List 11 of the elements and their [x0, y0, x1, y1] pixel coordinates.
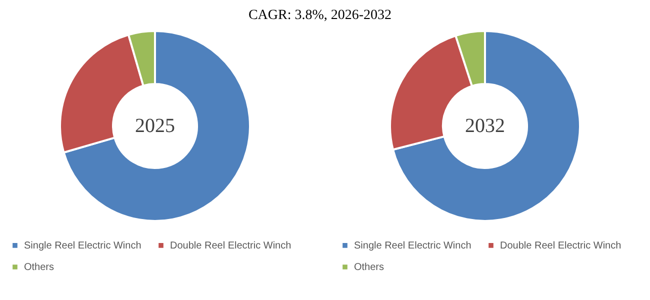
legend-label: Others	[24, 262, 54, 273]
legend-label: Double Reel Electric Winch	[170, 240, 292, 252]
legend-label: Single Reel Electric Winch	[354, 240, 472, 252]
donut-slice	[62, 30, 251, 222]
legend-label: Double Reel Electric Winch	[500, 240, 622, 252]
text: 2025	[135, 115, 175, 137]
text: 2032	[465, 115, 505, 137]
donut-slice	[392, 30, 581, 222]
legend-label: Single Reel Electric Winch	[24, 240, 142, 252]
text: CAGR: 3.8%, 2026-2032	[248, 8, 392, 23]
legend-label: Others	[354, 262, 384, 273]
